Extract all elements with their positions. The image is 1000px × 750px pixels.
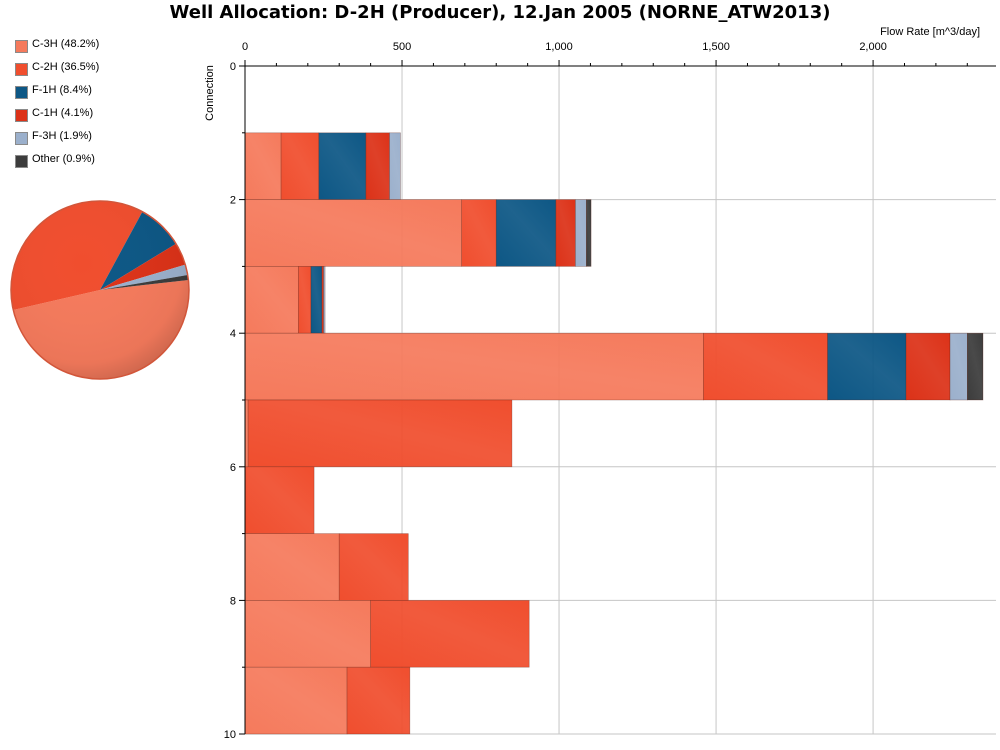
bar-segment-other <box>586 199 592 267</box>
legend-label: C-1H (4.1%) <box>32 107 94 119</box>
bar-segment-f-3h <box>949 332 968 401</box>
legend-swatch <box>15 109 28 122</box>
x-tick-label: 2,000 <box>859 41 887 53</box>
pie-chart <box>8 197 194 387</box>
bar-segment-c-2h <box>370 600 530 668</box>
bar-segment-c-1h <box>365 132 390 200</box>
bar-segment-c-2h <box>461 199 497 267</box>
bar-segment-c-3h <box>244 266 299 334</box>
y-axis-title: Connection <box>204 65 216 121</box>
legend-label: C-2H (36.5%) <box>32 61 100 73</box>
legend-label: F-1H (8.4%) <box>32 84 92 96</box>
bar-segment-c-2h <box>247 399 513 468</box>
x-tick-label: 1,500 <box>702 41 730 53</box>
legend-label: F-3H (1.9%) <box>32 130 92 142</box>
bar-segment-f-1h <box>310 266 323 334</box>
y-tick-label: 0 <box>230 61 236 73</box>
legend-swatch <box>15 132 28 145</box>
legend-label: C-3H (48.2%) <box>32 38 100 50</box>
x-tick-label: 0 <box>242 41 248 53</box>
bar-segment-c-3h <box>244 199 462 267</box>
bar-segment-c-2h <box>280 132 320 200</box>
bar-segment-f-1h <box>318 132 367 200</box>
y-tick-label: 4 <box>230 328 236 340</box>
legend-swatch <box>15 40 28 53</box>
bar-segment-c-3h <box>244 332 704 401</box>
bar-segment-c-2h <box>298 266 312 334</box>
x-tick-label: 500 <box>393 41 411 53</box>
bar-segment-c-2h <box>338 533 409 601</box>
x-tick-label: 1,000 <box>545 41 573 53</box>
bar-segment-c-2h <box>244 466 315 534</box>
bar-segment-other <box>966 332 984 401</box>
bar-segment-f-1h <box>827 332 907 401</box>
bar-segment-c-1h <box>555 199 576 267</box>
chart-title: Well Allocation: D-2H (Producer), 12.Jan… <box>169 2 831 23</box>
bar-segment-c-2h <box>703 332 828 401</box>
bar-segment-f-1h <box>495 199 557 267</box>
bar-segment-c-3h <box>244 533 340 601</box>
y-tick-label: 8 <box>230 595 236 607</box>
pie-rim <box>10 200 190 380</box>
bar-segment-f-3h <box>389 132 401 200</box>
y-tick-label: 6 <box>230 462 236 474</box>
bar-segment-c-3h <box>244 600 371 668</box>
bar-segment-c-2h <box>346 666 411 735</box>
bar-segment-c-1h <box>905 332 951 401</box>
legend-swatch <box>15 86 28 99</box>
bar-segment-f-3h <box>575 199 587 267</box>
legend-swatch <box>15 63 28 76</box>
bar-segment-f-3h <box>323 266 326 334</box>
bar-segment-c-3h <box>244 666 348 735</box>
pie-svg <box>10 200 190 380</box>
legend-swatch <box>15 155 28 168</box>
y-tick-label: 2 <box>230 195 236 207</box>
bar-segment-c-3h <box>244 132 282 200</box>
y-tick-label: 10 <box>224 729 236 741</box>
legend-label: Other (0.9%) <box>32 153 95 165</box>
x-axis-title: Flow Rate [m^3/day] <box>880 26 980 38</box>
